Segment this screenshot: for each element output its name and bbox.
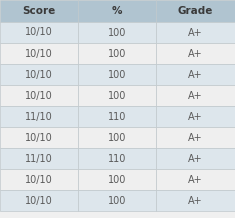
Text: 110: 110 [108, 111, 126, 121]
Bar [0, 64, 78, 85]
Bar [0, 127, 78, 148]
Text: 11/10: 11/10 [25, 111, 53, 121]
Bar [156, 0, 235, 22]
Bar [78, 85, 156, 106]
Text: %: % [112, 6, 122, 16]
Bar [156, 169, 235, 190]
Text: A+: A+ [188, 48, 203, 58]
Text: A+: A+ [188, 174, 203, 184]
Bar [78, 190, 156, 211]
Text: 11/10: 11/10 [25, 153, 53, 164]
Bar [78, 0, 156, 22]
Bar [0, 0, 78, 22]
Text: 10/10: 10/10 [25, 48, 53, 58]
Text: 100: 100 [108, 133, 126, 143]
Text: 10/10: 10/10 [25, 90, 53, 100]
Text: A+: A+ [188, 111, 203, 121]
Bar [78, 127, 156, 148]
Text: A+: A+ [188, 90, 203, 100]
Bar [0, 85, 78, 106]
Text: A+: A+ [188, 153, 203, 164]
Text: 10/10: 10/10 [25, 133, 53, 143]
Bar [156, 106, 235, 127]
Text: Score: Score [22, 6, 56, 16]
Bar [156, 148, 235, 169]
Text: 10/10: 10/10 [25, 174, 53, 184]
Text: 110: 110 [108, 153, 126, 164]
Bar [78, 148, 156, 169]
Text: 10/10: 10/10 [25, 196, 53, 206]
Bar [0, 148, 78, 169]
Text: 100: 100 [108, 90, 126, 100]
Bar [0, 43, 78, 64]
Text: Grade: Grade [178, 6, 213, 16]
Text: 100: 100 [108, 70, 126, 80]
Bar [78, 22, 156, 43]
Bar [0, 22, 78, 43]
Bar [78, 64, 156, 85]
Bar [156, 22, 235, 43]
Bar [156, 190, 235, 211]
Text: A+: A+ [188, 196, 203, 206]
Text: 100: 100 [108, 174, 126, 184]
Bar [78, 169, 156, 190]
Bar [78, 106, 156, 127]
Text: 100: 100 [108, 196, 126, 206]
Bar [0, 169, 78, 190]
Bar [156, 85, 235, 106]
Bar [78, 43, 156, 64]
Bar [156, 43, 235, 64]
Bar [156, 64, 235, 85]
Text: A+: A+ [188, 27, 203, 37]
Bar [0, 106, 78, 127]
Text: 10/10: 10/10 [25, 27, 53, 37]
Text: A+: A+ [188, 70, 203, 80]
Text: 100: 100 [108, 48, 126, 58]
Bar [0, 190, 78, 211]
Text: A+: A+ [188, 133, 203, 143]
Text: 10/10: 10/10 [25, 70, 53, 80]
Text: 100: 100 [108, 27, 126, 37]
Bar [156, 127, 235, 148]
